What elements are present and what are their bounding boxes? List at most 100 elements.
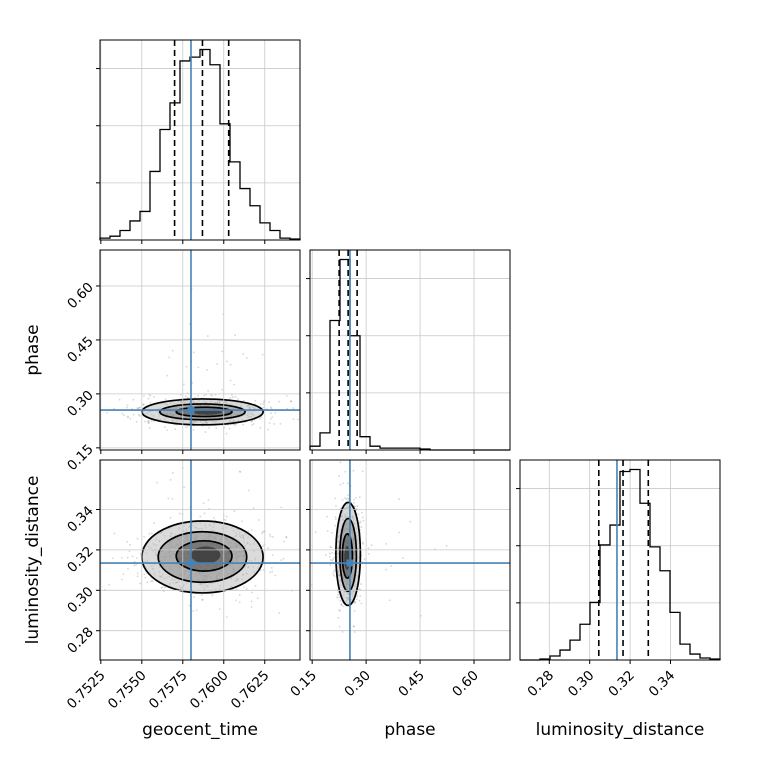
scatter-point xyxy=(233,510,236,513)
scatter-point xyxy=(144,576,147,579)
contour-line-1 xyxy=(158,403,246,421)
scatter-point xyxy=(282,557,285,560)
scatter-point xyxy=(129,543,132,546)
scatter-point xyxy=(321,538,323,540)
scatter-point xyxy=(147,420,149,423)
scatter-point xyxy=(174,428,177,430)
scatter-point xyxy=(367,552,370,555)
scatter-point xyxy=(225,616,228,618)
scatter-point xyxy=(234,424,237,426)
scatter-point xyxy=(129,417,132,420)
scatter-point xyxy=(251,591,253,594)
scatter-point xyxy=(332,573,335,576)
scatter-point xyxy=(361,516,364,519)
scatter-point xyxy=(402,557,404,560)
scatter-point xyxy=(354,367,356,369)
panel-frame-2-2 xyxy=(519,459,721,661)
scatter-point xyxy=(185,365,188,368)
scatter-point xyxy=(339,483,342,486)
scatter-point xyxy=(247,489,250,492)
scatter-point xyxy=(296,418,299,421)
scatter-point xyxy=(352,501,355,504)
scatter-point xyxy=(242,586,245,588)
scatter-point xyxy=(126,404,129,407)
contour-line-2 xyxy=(175,406,233,418)
x-tick-label-geocent_time-4: 0.7625 xyxy=(228,668,273,713)
scatter-point xyxy=(344,470,347,473)
scatter-point xyxy=(338,596,341,599)
scatter-point xyxy=(118,398,121,401)
scatter-point xyxy=(192,351,195,354)
truth-marker xyxy=(187,406,195,414)
scatter-point xyxy=(260,416,262,419)
scatter-point xyxy=(164,398,167,401)
scatter-point xyxy=(387,417,389,419)
scatter-point xyxy=(147,397,150,400)
scatter-point xyxy=(238,601,241,604)
scatter-point xyxy=(273,423,276,425)
scatter-point xyxy=(123,414,126,417)
scatter-point xyxy=(201,599,204,601)
scatter-point xyxy=(344,497,346,500)
scatter-point xyxy=(360,602,363,605)
scatter-point xyxy=(209,276,211,278)
scatter-point xyxy=(225,432,228,435)
scatter-point xyxy=(326,530,329,532)
scatter-point xyxy=(161,586,164,589)
scatter-point xyxy=(272,535,274,538)
scatter-point xyxy=(166,429,169,431)
y-tick-label-phase-1: 0.30 xyxy=(64,387,97,420)
scatter-point xyxy=(336,596,339,599)
x-tick-label-geocent_time-1: 0.7550 xyxy=(105,668,150,713)
panel-frame-1-0 xyxy=(99,249,301,451)
histogram-phase xyxy=(309,258,510,451)
scatter-point xyxy=(271,570,274,573)
scatter-point xyxy=(344,384,346,386)
scatter-point xyxy=(358,599,361,602)
scatter-point xyxy=(242,399,245,402)
scatter-point xyxy=(395,365,397,367)
scatter-point xyxy=(354,601,356,603)
scatter-point xyxy=(194,396,197,399)
scatter-point xyxy=(204,431,207,433)
scatter-point xyxy=(136,537,139,540)
contour-line-2 xyxy=(175,539,233,572)
scatter-point xyxy=(362,519,365,522)
scatter-point xyxy=(406,416,408,418)
scatter-point xyxy=(479,417,481,419)
scatter-point xyxy=(150,420,153,423)
scatter-point xyxy=(160,586,163,589)
scatter-point xyxy=(259,426,262,429)
scatter-point xyxy=(355,428,357,430)
scatter-point xyxy=(328,555,331,558)
scatter-point xyxy=(198,324,200,326)
scatter-point xyxy=(339,461,342,464)
scatter-point xyxy=(186,425,189,427)
y-tick-label-luminosity_distance-0: 0.28 xyxy=(64,624,97,657)
scatter-point xyxy=(252,423,255,425)
scatter-point xyxy=(274,411,277,414)
scatter-point xyxy=(150,532,153,535)
scatter-point xyxy=(350,454,352,456)
scatter-point xyxy=(180,443,182,445)
y-tick-label-luminosity_distance-2: 0.32 xyxy=(64,543,97,576)
scatter-point xyxy=(340,603,343,606)
scatter-point xyxy=(105,411,108,414)
scatter-point xyxy=(337,616,340,619)
scatter-point xyxy=(328,552,331,555)
scatter-point xyxy=(347,494,349,496)
scatter-point xyxy=(422,553,424,555)
scatter-point xyxy=(202,502,205,504)
scatter-point xyxy=(168,356,171,359)
scatter-point xyxy=(267,547,270,550)
scatter-point xyxy=(347,497,350,500)
scatter-point xyxy=(245,357,248,359)
scatter-point xyxy=(131,555,134,558)
scatter-point xyxy=(507,574,509,576)
scatter-point xyxy=(333,575,336,577)
scatter-point xyxy=(136,575,139,578)
scatter-point xyxy=(211,594,214,597)
scatter-point xyxy=(339,600,342,602)
scatter-point xyxy=(336,218,338,220)
scatter-point xyxy=(149,401,152,404)
